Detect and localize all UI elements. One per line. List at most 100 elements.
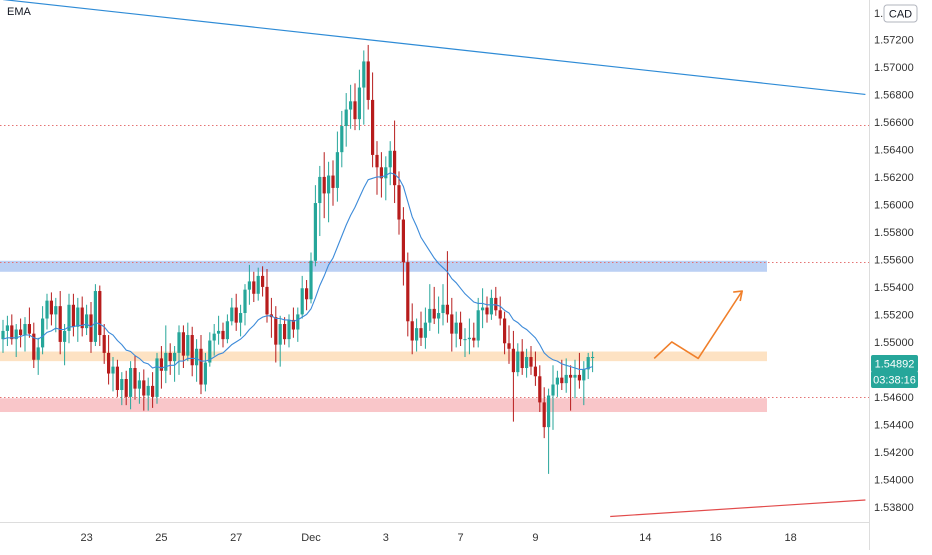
candle-body [89,314,93,342]
candle [19,318,23,348]
price-axis-tick: 1.56400 [874,144,914,156]
candle [89,302,93,353]
candle [472,322,476,348]
candle-body [217,330,221,334]
candle-body [542,402,546,428]
candle-body [151,385,155,397]
candle [511,330,515,422]
candle-body [278,324,282,345]
candle-body [155,358,159,397]
candle [586,352,590,380]
candle-body [142,380,146,396]
candle-body [186,335,190,356]
candle-body [234,307,238,323]
projection-path[interactable] [653,290,743,360]
candle [313,185,317,267]
time-axis-tick: 16 [710,532,722,544]
candle-body [384,167,388,179]
lower-trendline[interactable] [610,499,866,518]
candle-body [393,150,397,186]
candle [366,44,370,110]
candle-body [14,329,18,340]
candle-body [1,330,5,340]
candle-body [247,281,251,290]
candle [155,352,159,404]
candle-body [120,379,124,391]
candle-body [331,175,335,188]
candle-body [318,176,322,204]
candle-body [538,376,542,403]
time-axis-tick: 27 [230,532,242,544]
candle-body [441,304,445,314]
ema-indicator-label[interactable]: EMA [7,6,32,18]
upper-trendline[interactable] [2,0,866,96]
candle [252,271,256,303]
candle-body [498,310,502,319]
candle-body [555,377,559,385]
candle [569,365,573,411]
currency-box[interactable] [883,4,918,23]
candle [384,156,388,201]
candle [261,266,265,297]
candle-body [137,380,141,389]
candle [230,297,234,326]
candle [14,324,18,358]
candle-body [10,325,14,340]
candle [340,110,344,168]
candle [186,322,190,362]
candle [481,288,485,329]
candle-body [450,314,454,334]
candle [362,50,366,125]
price-axis-tick: 1.53800 [874,502,914,514]
candle-body [256,275,260,294]
candle [190,326,194,377]
candle [555,370,559,397]
candle-body [564,374,568,384]
candle [344,93,348,147]
candle [45,293,49,330]
price-axis-tick: 1.55400 [874,282,914,294]
candle-body [586,357,590,370]
candle-body [199,348,203,385]
candle [195,339,199,382]
candle [437,296,441,334]
candle-body [41,318,45,348]
candle [120,372,124,406]
candle [234,293,238,331]
candle [98,285,102,347]
candle-body [93,291,97,342]
candle [67,293,71,344]
time-axis[interactable]: 23 25 27 Dec 3 7 9 14 16 18 [80,532,796,544]
candle [76,297,80,342]
candle-body [573,374,577,378]
candle [331,160,335,206]
candle [516,343,520,377]
candle-body [190,335,194,366]
candle-body [102,335,106,353]
candle [151,372,155,408]
candle [1,319,5,353]
candle-body [406,262,410,322]
candle [256,267,260,301]
candle [349,84,353,129]
candle [300,275,304,319]
candle [49,292,53,326]
candle [63,324,67,366]
candle-body [221,330,225,340]
candle-body [428,308,432,323]
candle-body [98,291,102,336]
candle-body [410,321,414,341]
candle [560,359,564,391]
candle [265,269,269,323]
price-axis-tick: 1.56600 [874,117,914,129]
blue-zone [0,260,767,272]
candle-body [366,61,370,100]
candle [41,306,45,355]
candle [274,306,278,363]
candle [54,297,58,333]
candle-body [401,219,405,263]
candle-body [520,351,524,369]
candle [217,315,221,345]
